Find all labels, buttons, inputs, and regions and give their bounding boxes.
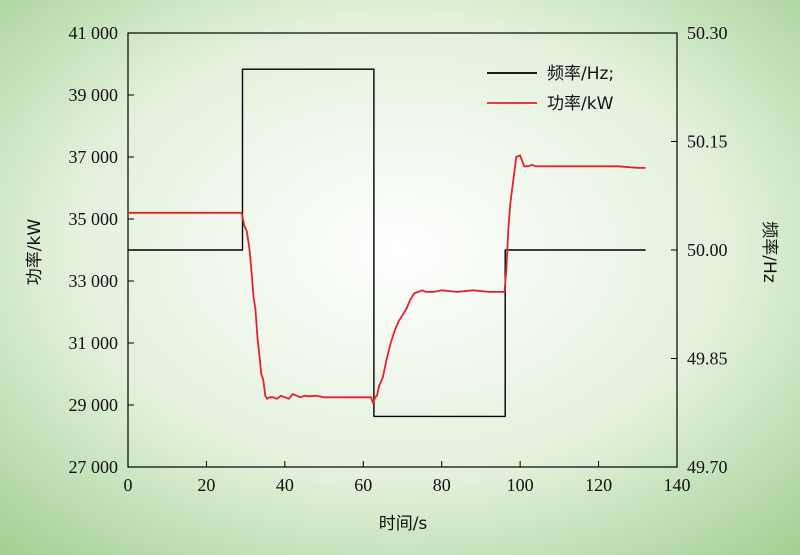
power-series-line (128, 154, 646, 405)
x-tick-label: 40 (276, 475, 294, 495)
y-left-tick-label: 39 000 (69, 85, 119, 105)
x-tick-label: 20 (197, 475, 215, 495)
x-tick-label: 120 (585, 475, 612, 495)
x-tick-label: 140 (664, 475, 691, 495)
y-right-tick-label: 50.15 (687, 132, 728, 152)
y-left-tick-label: 27 000 (69, 457, 119, 477)
y-left-tick-label: 37 000 (69, 147, 119, 167)
y-left-tick-label: 33 000 (69, 271, 119, 291)
x-tick-label: 0 (124, 475, 133, 495)
y-axis-right-label: 频率/Hz (759, 221, 779, 283)
x-tick-label: 100 (507, 475, 534, 495)
y-left-tick-label: 35 000 (69, 209, 119, 229)
y-right-tick-label: 50.30 (687, 23, 728, 43)
y-axis-left-label: 功率/kW (25, 219, 45, 286)
x-tick-label: 60 (354, 475, 372, 495)
y-right-tick-label: 50.00 (687, 240, 728, 260)
x-axis-label: 时间/s (379, 514, 428, 534)
legend-label: 频率/Hz; (547, 64, 614, 84)
y-right-tick-label: 49.85 (687, 349, 728, 369)
x-tick-label: 80 (433, 475, 451, 495)
y-left-tick-label: 31 000 (69, 333, 119, 353)
y-left-tick-label: 41 000 (69, 23, 119, 43)
legend-label: 功率/kW (547, 94, 614, 114)
y-left-tick-label: 29 000 (69, 395, 119, 415)
y-right-tick-label: 49.70 (687, 457, 728, 477)
